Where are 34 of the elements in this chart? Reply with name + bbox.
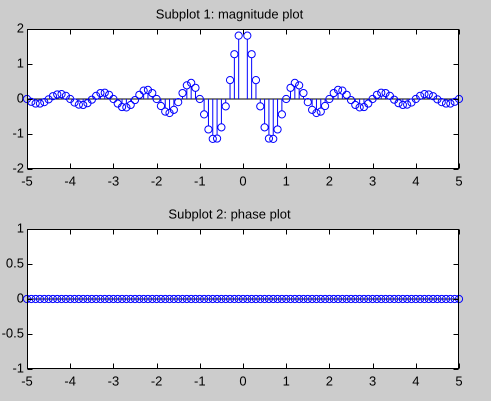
x-tick-label: 4 (412, 173, 420, 188)
x-tick-label: 2 (326, 173, 334, 188)
x-tick-label: -5 (21, 373, 33, 388)
x-tick-label: -1 (194, 173, 206, 188)
chart-title: Subplot 2: phase plot (168, 206, 291, 222)
x-tick-label: -4 (64, 373, 76, 388)
x-tick-label: 1 (282, 373, 290, 388)
y-tick-label: -0.5 (2, 326, 24, 341)
x-tick-label: -1 (194, 373, 206, 388)
x-tick-label: 4 (412, 373, 420, 388)
x-tick-label: -2 (150, 173, 162, 188)
y-tick-label: -2 (12, 160, 24, 176)
x-tick-label: -5 (21, 173, 33, 188)
x-tick-label: 0 (239, 373, 247, 388)
y-tick-label: 0.5 (6, 256, 24, 271)
x-tick-label: 5 (455, 373, 463, 388)
x-tick-label: 3 (368, 173, 376, 188)
x-tick-label: -3 (108, 373, 120, 388)
x-tick-label: 5 (455, 173, 463, 188)
x-tick-label: -3 (108, 173, 120, 188)
y-tick-label: 1 (16, 56, 24, 71)
y-tick-label: 1 (16, 220, 24, 236)
x-tick-label: 1 (282, 173, 290, 188)
x-tick-label: 3 (368, 373, 376, 388)
y-tick-label: -1 (12, 126, 24, 141)
y-tick-label: -1 (12, 360, 24, 376)
chart-title: Subplot 1: magnitude plot (156, 6, 304, 22)
y-tick-label: 2 (16, 20, 24, 36)
x-tick-label: 0 (239, 173, 247, 188)
x-tick-label: 2 (326, 373, 334, 388)
x-tick-label: -2 (150, 373, 162, 388)
x-tick-label: -4 (64, 173, 76, 188)
y-tick-label: 0 (16, 290, 24, 306)
y-tick-label: 0 (16, 90, 24, 106)
